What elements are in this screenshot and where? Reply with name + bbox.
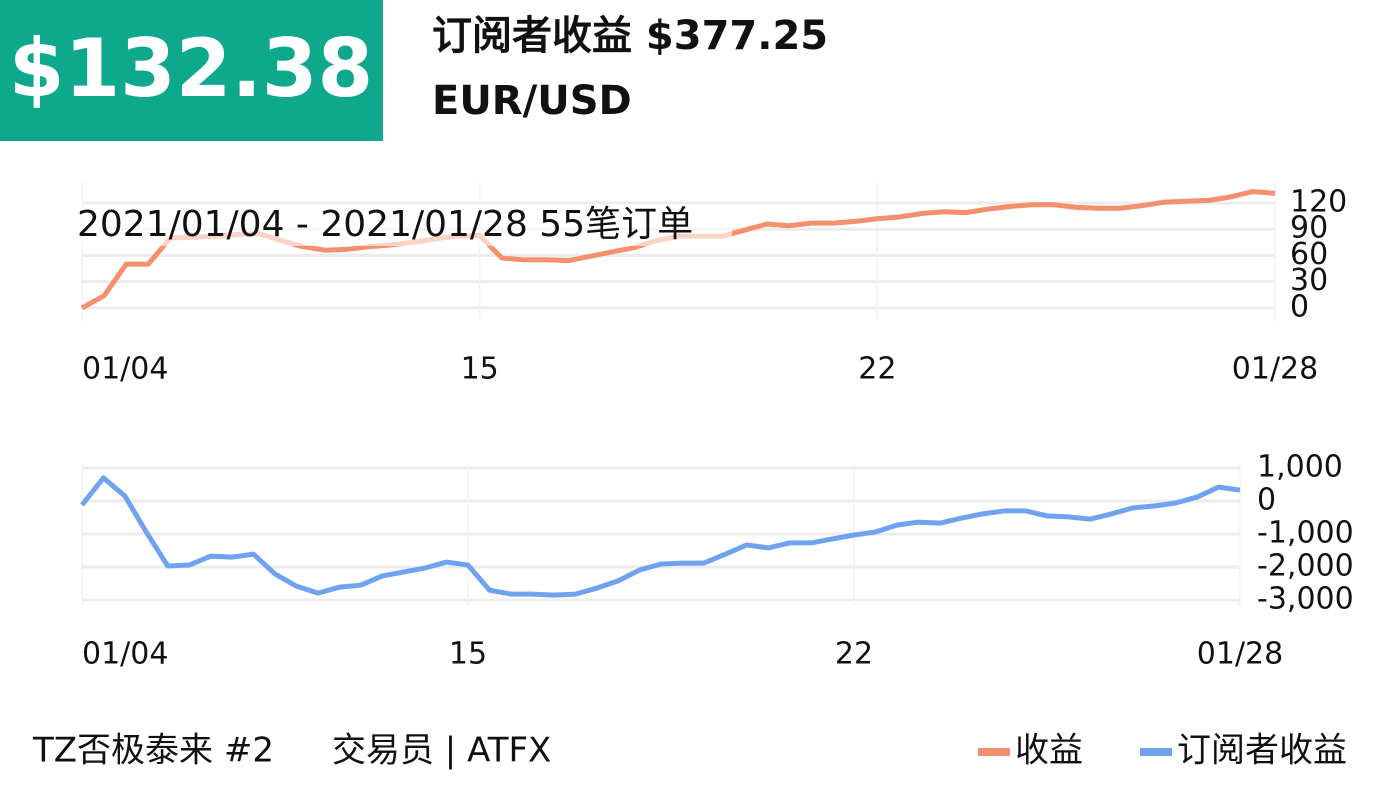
legend: 收益 订阅者收益 [978,731,1347,771]
y-tick-label: 60 [1290,237,1328,272]
y-tick-label: 0 [1290,289,1309,324]
y-tick-label: 30 [1290,263,1328,298]
legend-label: 收益 [1015,731,1083,771]
y-tick-label: 120 [1290,184,1347,219]
y-tick-label: -3,000 [1257,582,1354,617]
y-tick-label: 90 [1290,211,1328,246]
value-badge [0,0,383,141]
x-tick-label: 01/04 [82,352,168,387]
x-tick-label: 15 [461,352,499,387]
y-tick-label: 0 [1257,483,1276,518]
annotation-backdrop [76,204,732,246]
x-tick-label: 01/28 [1197,637,1283,672]
title: 订阅者收益 $377.25 [432,13,828,59]
x-tick-label: 01/28 [1232,352,1318,387]
y-tick-label: 1,000 [1257,450,1343,485]
line-series [80,475,1241,598]
x-tick-label: 22 [835,637,873,672]
x-tick-label: 15 [449,637,487,672]
x-tick-label: 22 [858,352,896,387]
legend-label: 订阅者收益 [1177,731,1347,771]
trader-name: TZ否极泰来 #2 [32,731,274,771]
y-tick-label: -1,000 [1257,516,1354,551]
y-tick-label: -2,000 [1257,549,1354,584]
big-value: $132.38 [9,22,373,115]
annotation: 2021/01/04 - 2021/01/28 55笔订单 [77,204,693,245]
subtitle: EUR/USD [432,78,632,124]
trader-role: 交易员 | ATFX [332,731,551,771]
x-tick-label: 01/04 [82,637,168,672]
